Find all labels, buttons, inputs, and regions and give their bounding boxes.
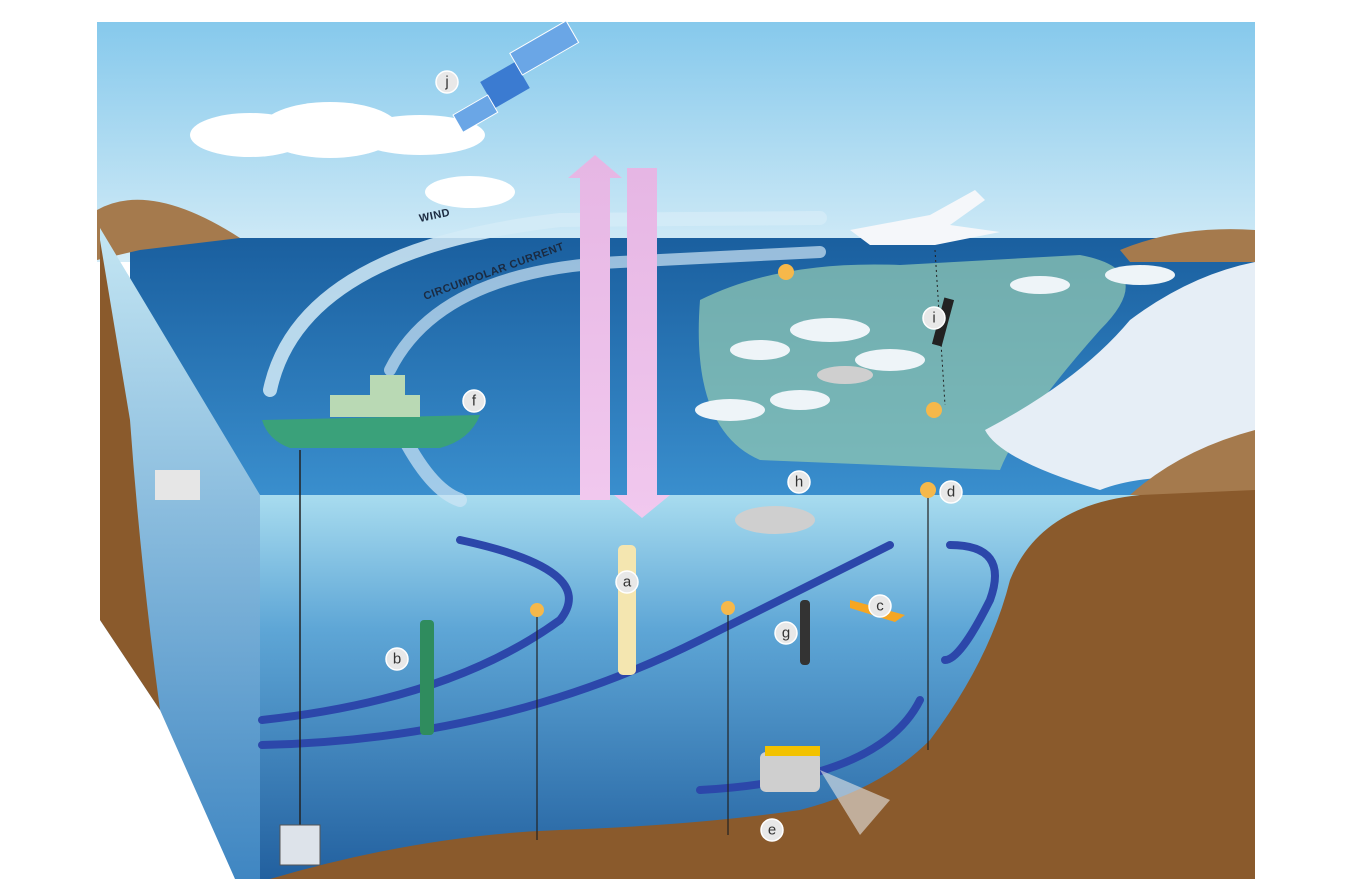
float [721, 601, 735, 615]
airplane [850, 190, 1000, 245]
marker-circle [868, 594, 892, 618]
floe [1010, 276, 1070, 294]
floe [1105, 265, 1175, 285]
turbulence-profiler [618, 545, 636, 675]
marker-circle [435, 70, 459, 94]
marker-label: f [472, 393, 477, 410]
deep-current-arrow [258, 541, 894, 749]
deep-current-arrow [258, 536, 573, 724]
ice-floes [695, 265, 1175, 421]
marker: j [435, 70, 459, 94]
float [778, 264, 794, 280]
floe [730, 340, 790, 360]
co2-down-arrow [614, 168, 670, 518]
deep-current-arrow [696, 696, 924, 794]
cloud [355, 115, 485, 155]
marker: f [462, 389, 486, 413]
marker-circle [462, 389, 486, 413]
seal [735, 506, 815, 534]
marker-circle [774, 621, 798, 645]
rov-top [765, 746, 820, 756]
marker-circle [787, 470, 811, 494]
solar-panel [509, 20, 580, 76]
marker-label: g [782, 625, 790, 642]
marker-label: i [932, 310, 935, 327]
floe [790, 318, 870, 342]
section-side [100, 228, 260, 879]
ice-shelf [985, 262, 1255, 490]
co2-up-arrow [568, 155, 622, 500]
solar-panel [452, 94, 499, 134]
marker: g [774, 621, 798, 645]
marker: d [939, 480, 963, 504]
floe [695, 399, 765, 421]
sensor-g [800, 600, 810, 665]
rov-light [820, 770, 890, 835]
deep-current-arrow [941, 541, 999, 664]
land-left [97, 199, 240, 260]
ctd-rosette [279, 824, 321, 866]
floe [855, 349, 925, 371]
floe [770, 390, 830, 410]
marker: b [385, 647, 409, 671]
marker-label: j [444, 74, 448, 91]
seal-on-ice [817, 366, 873, 384]
rov [760, 752, 820, 792]
ship-engine-block [155, 470, 200, 500]
markers: a b c d e f g h i j [385, 70, 963, 842]
marker-circle [760, 818, 784, 842]
marker-label: h [795, 474, 803, 491]
ship-cabin [330, 395, 420, 417]
drop-path [934, 249, 946, 406]
clouds [190, 102, 515, 208]
floats [530, 264, 942, 617]
marker: h [787, 470, 811, 494]
profiling-float [420, 620, 434, 735]
satellite-body [480, 62, 530, 108]
wind-arrow [263, 211, 827, 397]
cloud [425, 176, 515, 208]
seafloor-side [100, 240, 160, 710]
marker-label: c [876, 598, 884, 615]
ship [262, 375, 480, 866]
marker-label: b [393, 651, 401, 668]
ship-bridge [370, 375, 405, 397]
marker-circle [922, 306, 946, 330]
co2-flux [568, 155, 670, 518]
satellite [452, 20, 580, 134]
marker-label: e [768, 822, 776, 839]
marker: e [760, 818, 784, 842]
float [530, 603, 544, 617]
float [920, 482, 936, 498]
marker-circle [385, 647, 409, 671]
marker-label: a [623, 574, 632, 591]
marker: i [922, 306, 946, 330]
marker-circle [615, 570, 639, 594]
marker-circle [939, 480, 963, 504]
float [926, 402, 942, 418]
marker: c [868, 594, 892, 618]
land-right-lower [1130, 430, 1255, 495]
moorings [536, 495, 929, 840]
marker: a [615, 570, 639, 594]
marker-label: d [947, 484, 955, 501]
ship-hull [262, 415, 480, 448]
land-right [1120, 229, 1255, 262]
seafloor [270, 490, 1255, 879]
